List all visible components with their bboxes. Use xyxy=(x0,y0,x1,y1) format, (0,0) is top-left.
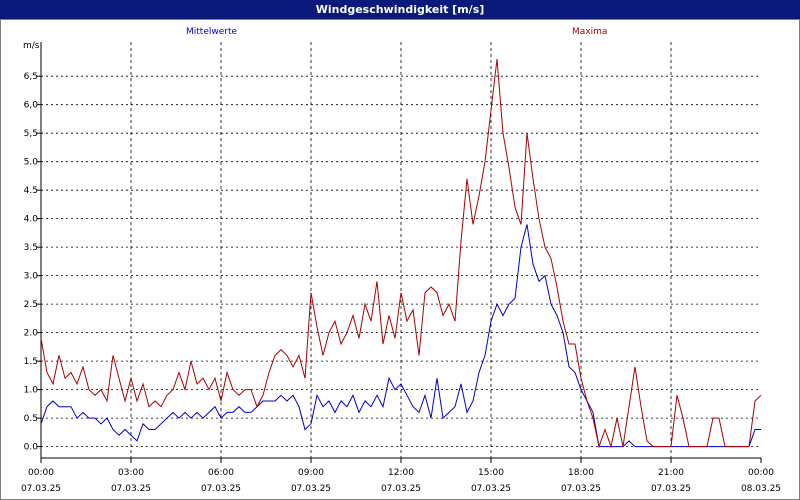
chart-title: Windgeschwindigkeit [m/s] xyxy=(0,0,800,19)
x-tick-date: 07.03.25 xyxy=(471,484,511,494)
x-tick-date: 08.03.25 xyxy=(741,484,781,494)
series-line-mittelwerte xyxy=(40,224,761,448)
x-tick-time: 06:00 xyxy=(208,468,234,478)
y-tick-label: 4.0 xyxy=(24,215,39,225)
y-tick-label: 3.5 xyxy=(24,243,38,253)
y-axis-label: m/s xyxy=(23,41,40,51)
legend-item-mittelwerte: Mittelwerte xyxy=(186,27,237,37)
y-tick-label: 2.0 xyxy=(24,329,39,339)
x-tick-time: 15:00 xyxy=(478,468,504,478)
grid xyxy=(41,42,761,458)
x-tick-time: 09:00 xyxy=(298,468,324,478)
y-tick-label: 3.0 xyxy=(24,272,39,282)
x-tick-time: 00:00 xyxy=(748,468,774,478)
y-tick-label: 5,5 xyxy=(24,129,38,139)
y-tick-label: 1.0 xyxy=(24,386,39,396)
chart-frame: 0.0 0.5 1.0 1.5 2.0 2.5 3.0 3.5 4.0 4.5 5.0 5,5 6,0 6… xyxy=(0,19,800,500)
y-tick-label: 2.5 xyxy=(24,300,38,310)
legend-item-maxima: Maxima xyxy=(572,27,607,37)
y-tick-label: 5.0 xyxy=(24,158,39,168)
x-tick-time: 12:00 xyxy=(388,468,414,478)
wind-speed-chart: 0.0 0.5 1.0 1.5 2.0 2.5 3.0 3.5 4.0 4.5 5.0 5,5 6,0 6… xyxy=(21,27,781,494)
x-tick-labels: 00:00 07.03.25 03:00 07.03.25 06:00 07.03.25 0… xyxy=(21,468,781,494)
x-tick-date: 07.03.25 xyxy=(111,484,151,494)
series-line-maxima xyxy=(40,59,762,449)
x-tick-date: 07.03.25 xyxy=(21,484,61,494)
y-tick-label: 0.5 xyxy=(24,414,38,424)
y-tick-label: 6,0 xyxy=(24,101,39,111)
y-tick-labels: 0.0 0.5 1.0 1.5 2.0 2.5 3.0 3.5 4.0 4.5 5.0 5,5 6,0 6… xyxy=(24,72,39,452)
x-tick-date: 07.03.25 xyxy=(561,484,601,494)
y-tick-label: 1.5 xyxy=(24,357,38,367)
y-tick-label: 0.0 xyxy=(24,443,39,453)
axes xyxy=(37,42,762,463)
x-tick-time: 21:00 xyxy=(658,468,684,478)
x-tick-time: 18:00 xyxy=(568,468,594,478)
x-tick-date: 07.03.25 xyxy=(651,484,691,494)
x-tick-time: 03:00 xyxy=(118,468,144,478)
y-tick-label: 6,5 xyxy=(24,72,38,82)
x-tick-time: 00:00 xyxy=(28,468,54,478)
x-tick-date: 07.03.25 xyxy=(201,484,241,494)
y-tick-label: 4.5 xyxy=(24,186,38,196)
x-tick-date: 07.03.25 xyxy=(381,484,421,494)
series-lines xyxy=(40,59,762,449)
x-tick-date: 07.03.25 xyxy=(291,484,331,494)
